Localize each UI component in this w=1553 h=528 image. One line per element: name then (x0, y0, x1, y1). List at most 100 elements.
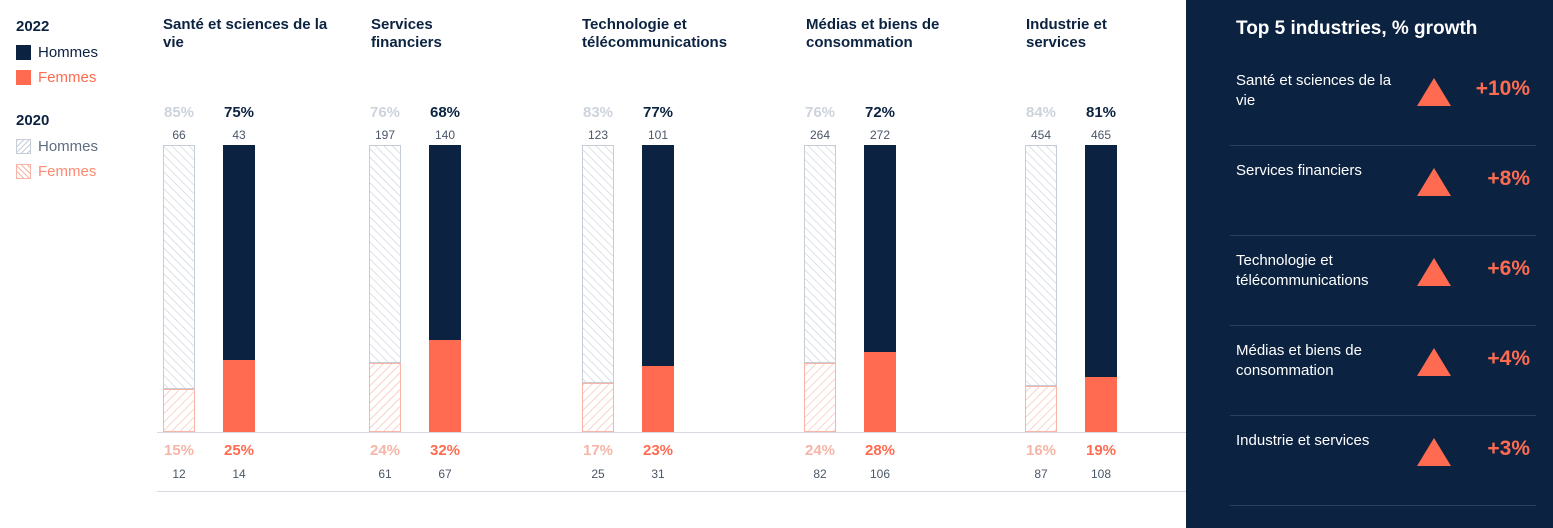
bar-men-2022 (864, 145, 896, 352)
growth-row: Santé et sciences de la vie +10% (1230, 55, 1536, 146)
bar-men-2020 (163, 145, 195, 389)
women-count-label-2022: 106 (870, 467, 890, 481)
category-title-technologie: Technologie et télécommunications (582, 16, 728, 51)
legend-swatch-men-2022 (16, 45, 31, 60)
growth-row-label: Médias et biens de consommation (1236, 342, 1362, 379)
growth-row-label: Industrie et services (1236, 432, 1370, 449)
bar-women-2022 (642, 366, 674, 432)
men-count-label-2022: 272 (870, 128, 890, 142)
triangle-up-icon (1417, 348, 1451, 376)
women-count-label-2022: 108 (1091, 467, 1111, 481)
legend-label-men-2020: Hommes (38, 138, 99, 155)
category-title-sante: Santé et sciences de la vie (163, 16, 328, 51)
category-title-services-financiers: Services financiers (371, 16, 442, 51)
women-count-label-2020: 82 (813, 467, 827, 481)
panel-title: Top 5 industries, % growth (1236, 18, 1478, 39)
women-pct-label-2020: 15% (164, 442, 194, 459)
men-count-label-2022: 465 (1091, 128, 1111, 142)
growth-row-label: Technologie et télécommunications (1236, 252, 1369, 289)
bar-men-2022 (429, 145, 461, 340)
men-count-label-2022: 101 (648, 128, 668, 142)
legend: 2022 Hommes Femmes 2020 Hommes Femmes (16, 18, 136, 184)
men-pct-label-2022: 81% (1086, 104, 1116, 121)
men-count-label-2020: 66 (172, 128, 186, 142)
bar-men-2022 (642, 145, 674, 366)
bar-men-2020 (582, 145, 614, 383)
women-pct-label-2020: 24% (370, 442, 400, 459)
category-title-industrie: Industrie et services (1026, 16, 1107, 51)
bar-men-2022 (1085, 145, 1117, 377)
men-pct-label-2022: 75% (224, 104, 254, 121)
growth-row-value: +3% (1487, 437, 1530, 460)
triangle-up-icon (1417, 438, 1451, 466)
legend-item-women-2020: Femmes (16, 159, 136, 184)
women-count-label-2022: 14 (232, 467, 246, 481)
legend-item-women-2022: Femmes (16, 65, 136, 90)
bar-men-2022 (223, 145, 255, 360)
growth-panel: Top 5 industries, % growth Santé et scie… (1186, 0, 1553, 528)
women-pct-label-2022: 28% (865, 442, 895, 459)
triangle-up-icon (1417, 78, 1451, 106)
men-count-label-2020: 264 (810, 128, 830, 142)
category-title-medias: Médias et biens de consommation (806, 16, 940, 51)
legend-label-women-2022: Femmes (38, 69, 97, 86)
men-count-label-2020: 197 (375, 128, 395, 142)
bar-men-2020 (369, 145, 401, 363)
legend-swatch-men-2020 (16, 139, 31, 154)
men-count-label-2020: 454 (1031, 128, 1051, 142)
women-pct-label-2020: 24% (805, 442, 835, 459)
women-count-label-2020: 61 (378, 467, 392, 481)
growth-row: Industrie et services +3% (1230, 415, 1536, 506)
women-pct-label-2022: 23% (643, 442, 673, 459)
growth-row: Technologie et télécommunications +6% (1230, 235, 1536, 326)
triangle-up-icon (1417, 258, 1451, 286)
women-pct-label-2020: 16% (1026, 442, 1056, 459)
men-pct-label-2022: 72% (865, 104, 895, 121)
triangle-up-icon (1417, 168, 1451, 196)
chart-area: 85% 66 15% 12 75% 43 25% 14 76% 197 24% 61 68% 140 32%… (157, 104, 1186, 492)
legend-swatch-women-2020 (16, 164, 31, 179)
growth-row-value: +10% (1475, 77, 1530, 100)
bar-women-2020 (582, 383, 614, 432)
men-count-label-2022: 140 (435, 128, 455, 142)
men-pct-label-2022: 68% (430, 104, 460, 121)
bar-women-2022 (223, 360, 255, 432)
bar-women-2020 (804, 363, 836, 432)
bar-women-2022 (1085, 377, 1117, 432)
legend-label-women-2020: Femmes (38, 163, 97, 180)
bar-women-2022 (429, 340, 461, 432)
women-count-label-2022: 31 (651, 467, 665, 481)
legend-item-men-2022: Hommes (16, 40, 136, 65)
women-pct-label-2022: 25% (224, 442, 254, 459)
men-pct-label-2020: 85% (164, 104, 194, 121)
women-count-label-2020: 12 (172, 467, 186, 481)
bar-women-2020 (1025, 386, 1057, 432)
men-pct-label-2020: 76% (370, 104, 400, 121)
growth-row-value: +8% (1487, 167, 1530, 190)
men-count-label-2020: 123 (588, 128, 608, 142)
legend-label-men-2022: Hommes (38, 44, 99, 61)
growth-row-value: +4% (1487, 347, 1530, 370)
legend-swatch-women-2022 (16, 70, 31, 85)
bar-men-2020 (1025, 145, 1057, 386)
women-count-label-2020: 25 (591, 467, 605, 481)
men-pct-label-2020: 76% (805, 104, 835, 121)
men-pct-label-2020: 84% (1026, 104, 1056, 121)
women-pct-label-2022: 32% (430, 442, 460, 459)
bar-men-2020 (804, 145, 836, 363)
legend-item-men-2020: Hommes (16, 134, 136, 159)
women-count-label-2020: 87 (1034, 467, 1048, 481)
legend-year-2022: 2022 (16, 18, 50, 35)
men-count-label-2022: 43 (232, 128, 246, 142)
growth-row: Services financiers +8% (1230, 145, 1536, 236)
legend-year-2020: 2020 (16, 112, 50, 129)
growth-row-value: +6% (1487, 257, 1530, 280)
women-pct-label-2022: 19% (1086, 442, 1116, 459)
women-pct-label-2020: 17% (583, 442, 613, 459)
growth-row: Médias et biens de consommation +4% (1230, 325, 1536, 416)
bar-women-2020 (163, 389, 195, 432)
women-count-label-2022: 67 (438, 467, 452, 481)
growth-row-label: Santé et sciences de la vie (1236, 72, 1392, 109)
men-pct-label-2020: 83% (583, 104, 613, 121)
bar-women-2022 (864, 352, 896, 432)
